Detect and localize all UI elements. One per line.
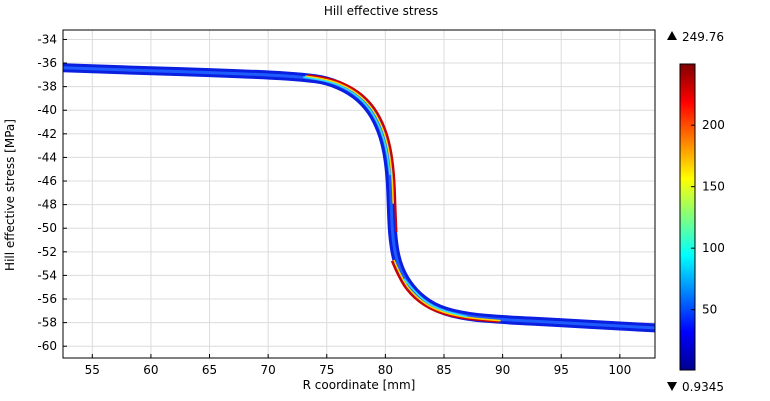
x-axis-label: R coordinate [mm] [303, 378, 416, 392]
plot-area [63, 30, 655, 358]
plot-frame [62, 29, 656, 359]
colorbar-max-label: 249.76 [682, 30, 724, 44]
y-axis: -34 -36 -38 -40 -42 -44 -46 -48 -50 -52 -54 -56 -58 -… [37, 32, 67, 353]
x-axis: 55 60 65 70 75 80 85 90 95 100 [85, 354, 631, 377]
colorbar-tick-label: 50 [702, 303, 717, 317]
y-tick-label: -40 [37, 103, 57, 117]
x-tick-label: 75 [319, 363, 334, 377]
colorbar-gradient [679, 63, 696, 371]
tube-warm-band-lower [393, 259, 501, 322]
max-arrow-icon [667, 31, 677, 40]
tube-highlight [63, 66, 655, 330]
x-tick-label: 100 [608, 363, 631, 377]
y-tick-label: -60 [37, 339, 57, 353]
y-tick-label: -50 [37, 221, 57, 235]
x-tick-label: 65 [202, 363, 217, 377]
x-tick-label: 90 [495, 363, 510, 377]
y-axis-label: Hill effective stress [MPa] [3, 119, 17, 271]
y-tick-label: -44 [37, 150, 57, 164]
tube-cool-band-lower [403, 278, 468, 318]
tube-warm-band-upper [305, 75, 394, 204]
y-tick-label: -52 [37, 245, 57, 259]
x-tick-label: 70 [261, 363, 276, 377]
stress-tube [63, 63, 655, 333]
x-tick-label: 85 [436, 363, 451, 377]
y-tick-label: -42 [37, 127, 57, 141]
y-tick-label: -34 [37, 32, 57, 46]
y-tick-label: -54 [37, 268, 57, 282]
y-tick-label: -56 [37, 292, 57, 306]
x-tick-label: 95 [554, 363, 569, 377]
x-tick-label: 55 [85, 363, 100, 377]
y-tick-label: -46 [37, 174, 57, 188]
y-tick-label: -48 [37, 198, 57, 212]
tube-hot-edge-upper [307, 74, 398, 233]
colorbar-tick-label: 200 [702, 118, 725, 132]
min-arrow-icon [667, 382, 677, 391]
y-tick-label: -38 [37, 80, 57, 94]
colorbar-tick-label: 150 [702, 180, 725, 194]
y-tick-label: -36 [37, 56, 57, 70]
colorbar: 249.76 50 100 150 200 0.9345 [667, 30, 725, 394]
colorbar-min-label: 0.9345 [682, 380, 724, 394]
x-tick-label: 80 [378, 363, 393, 377]
chart-title: Hill effective stress [324, 4, 438, 18]
colorbar-tick-label: 100 [702, 241, 725, 255]
y-tick-label: -58 [37, 316, 57, 330]
x-tick-label: 60 [143, 363, 158, 377]
tube-hot-edge-lower [390, 260, 499, 323]
tube-cool-band-upper [303, 76, 391, 176]
